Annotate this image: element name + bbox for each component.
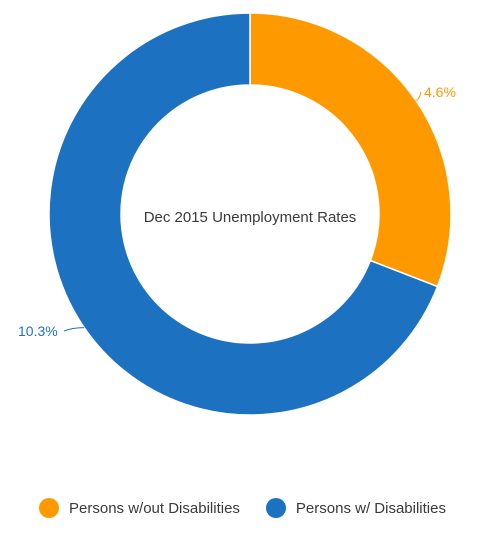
chart-title: Dec 2015 Unemployment Rates	[144, 209, 357, 226]
leader-line-0	[415, 91, 422, 101]
donut-slices	[48, 12, 452, 416]
donut-slice-persons-w-disabilities[interactable]	[48, 12, 439, 416]
legend-swatch-blue	[265, 498, 286, 518]
legend: Persons w/out Disabilities Persons w/ Di…	[0, 498, 485, 518]
legend-label: Persons w/ Disabilities	[295, 499, 446, 517]
data-label-persons-w-disabilities: 10.3%	[18, 323, 58, 339]
legend-item-persons-wout-disabilities[interactable]: Persons w/out Disabilities	[39, 498, 240, 518]
legend-item-persons-w-disabilities[interactable]: Persons w/ Disabilities	[265, 498, 446, 518]
legend-swatch-orange	[39, 498, 60, 518]
label-leader-lines	[63, 91, 422, 332]
leader-line-1	[63, 327, 85, 332]
legend-label: Persons w/out Disabilities	[69, 499, 240, 517]
donut-chart: Dec 2015 Unemployment Rates 4.6% 10.3%	[18, 12, 456, 416]
data-label-persons-wout-disabilities: 4.6%	[424, 84, 456, 100]
donut-slice-persons-wout-disabilities[interactable]	[249, 12, 452, 288]
